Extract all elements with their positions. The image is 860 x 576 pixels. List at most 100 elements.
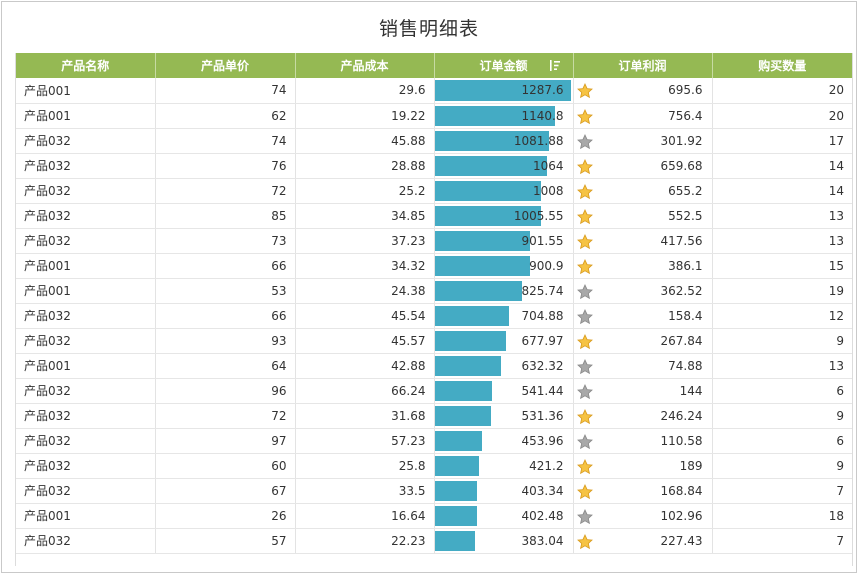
cell-quantity: 15 (712, 253, 852, 279)
cell-order-profit: 756.4 (573, 103, 713, 129)
profit-value: 189 (679, 458, 703, 473)
cell-cost: 16.64 (295, 503, 435, 529)
cell-product-name: 产品001 (16, 103, 156, 129)
cell-order-amount: 453.96 (434, 428, 574, 454)
cell-order-amount: 403.34 (434, 478, 574, 504)
cell-product-name: 产品032 (16, 428, 156, 454)
cell-unit-price: 26 (155, 503, 296, 529)
cell-product-name: 产品001 (16, 78, 156, 104)
cell-product-name: 产品001 (16, 353, 156, 379)
sales-table-container[interactable]: 产品名称 产品单价 产品成本 订单金额 订单利润 购买数量 (15, 53, 853, 566)
cell-cost: 25.2 (295, 178, 435, 204)
column-header-cost[interactable]: 产品成本 (295, 53, 435, 78)
cell-order-amount: 1064 (434, 153, 574, 179)
cell-quantity: 20 (712, 103, 852, 129)
column-header-quantity[interactable]: 购买数量 (712, 53, 852, 78)
table-row[interactable]: 产品032 85 34.85 1005.55 552.5 13 (16, 203, 852, 229)
profit-value: 144 (679, 383, 703, 398)
star-gold-icon (576, 408, 593, 424)
cell-cost: 34.32 (295, 253, 435, 279)
profit-value: 386.1 (668, 258, 703, 273)
cell-unit-price: 66 (155, 303, 296, 329)
table-row[interactable]: 产品032 73 37.23 901.55 417.56 13 (16, 228, 852, 254)
cell-cost: 22.23 (295, 528, 435, 554)
table-row[interactable]: 产品032 93 45.57 677.97 267.84 9 (16, 328, 852, 354)
cell-cost: 19.22 (295, 103, 435, 129)
table-row[interactable]: 产品001 66 34.32 900.9 386.1 15 (16, 253, 852, 279)
table-row[interactable]: 产品001 64 42.88 632.32 74.88 13 (16, 353, 852, 379)
column-header-order-profit[interactable]: 订单利润 (573, 53, 713, 78)
cell-cost: 24.38 (295, 278, 435, 304)
table-row[interactable]: 产品032 97 57.23 453.96 110.58 6 (16, 428, 852, 454)
profit-value: 417.56 (660, 233, 703, 248)
column-header-product-name[interactable]: 产品名称 (16, 53, 156, 78)
cell-product-name: 产品032 (16, 378, 156, 404)
cell-order-amount: 825.74 (434, 278, 574, 304)
table-row[interactable]: 产品032 60 25.8 421.2 189 9 (16, 453, 852, 479)
amount-data-bar (434, 430, 483, 451)
cell-unit-price: 62 (155, 103, 296, 129)
star-gold-icon (576, 183, 593, 199)
amount-value: 1008 (532, 183, 564, 198)
cell-product-name: 产品032 (16, 153, 156, 179)
table-row[interactable]: 产品032 74 45.88 1081.88 301.92 17 (16, 128, 852, 154)
column-header-order-amount-label: 订单金额 (479, 59, 528, 73)
sort-descending-icon[interactable] (549, 60, 561, 71)
cell-order-amount: 1081.88 (434, 128, 574, 154)
cell-unit-price: 73 (155, 228, 296, 254)
amount-data-bar (434, 155, 547, 176)
cell-quantity: 7 (712, 478, 852, 504)
table-row[interactable]: 产品032 72 31.68 531.36 246.24 9 (16, 403, 852, 429)
cell-order-amount: 1005.55 (434, 203, 574, 229)
amount-value: 704.88 (521, 308, 564, 323)
table-row[interactable]: 产品032 72 25.2 1008 655.2 14 (16, 178, 852, 204)
star-gray-icon (576, 308, 593, 324)
cell-order-profit: 552.5 (573, 203, 713, 229)
star-gray-icon (576, 508, 593, 524)
table-row[interactable]: 产品032 66 45.54 704.88 158.4 12 (16, 303, 852, 329)
amount-value: 677.97 (521, 333, 564, 348)
cell-cost: 45.88 (295, 128, 435, 154)
amount-data-bar (434, 355, 502, 376)
column-header-order-amount[interactable]: 订单金额 (434, 53, 574, 78)
cell-order-profit: 158.4 (573, 303, 713, 329)
cell-quantity: 6 (712, 428, 852, 454)
cell-order-amount: 531.36 (434, 403, 574, 429)
table-body: 产品001 74 29.6 1287.6 695.6 20 产品001 62 19.22 1140… (16, 78, 852, 554)
table-row[interactable]: 产品001 53 24.38 825.74 362.52 19 (16, 278, 852, 304)
amount-data-bar (434, 80, 571, 101)
amount-data-bar (434, 255, 530, 276)
cell-order-amount: 677.97 (434, 328, 574, 354)
table-row[interactable]: 产品032 57 22.23 383.04 227.43 7 (16, 528, 852, 554)
star-gold-icon (576, 208, 593, 224)
cell-quantity: 20 (712, 78, 852, 104)
cell-quantity: 9 (712, 403, 852, 429)
amount-value: 825.74 (521, 283, 564, 298)
cell-quantity: 19 (712, 278, 852, 304)
cell-order-profit: 659.68 (573, 153, 713, 179)
amount-data-bar (434, 330, 507, 351)
amount-value: 900.9 (529, 258, 564, 273)
star-gold-icon (576, 258, 593, 274)
cell-cost: 66.24 (295, 378, 435, 404)
column-header-unit-price[interactable]: 产品单价 (155, 53, 296, 78)
cell-order-profit: 168.84 (573, 478, 713, 504)
star-gold-icon (576, 483, 593, 499)
cell-product-name: 产品032 (16, 328, 156, 354)
table-row[interactable]: 产品001 26 16.64 402.48 102.96 18 (16, 503, 852, 529)
cell-product-name: 产品032 (16, 178, 156, 204)
star-gray-icon (576, 133, 593, 149)
table-row[interactable]: 产品032 76 28.88 1064 659.68 14 (16, 153, 852, 179)
cell-unit-price: 74 (155, 128, 296, 154)
cell-order-profit: 655.2 (573, 178, 713, 204)
profit-value: 246.24 (660, 408, 703, 423)
cell-order-profit: 362.52 (573, 278, 713, 304)
amount-value: 901.55 (521, 233, 564, 248)
cell-product-name: 产品032 (16, 203, 156, 229)
table-row[interactable]: 产品001 62 19.22 1140.8 756.4 20 (16, 103, 852, 129)
table-row[interactable]: 产品001 74 29.6 1287.6 695.6 20 (16, 78, 852, 104)
table-row[interactable]: 产品032 67 33.5 403.34 168.84 7 (16, 478, 852, 504)
cell-product-name: 产品032 (16, 478, 156, 504)
table-row[interactable]: 产品032 96 66.24 541.44 144 6 (16, 378, 852, 404)
